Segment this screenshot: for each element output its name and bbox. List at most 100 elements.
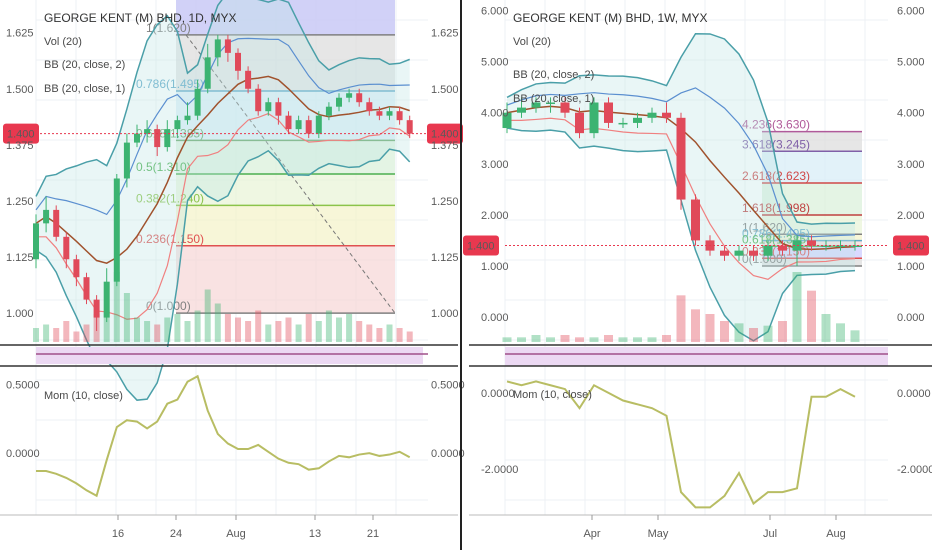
fib-level-label: 0.5(1.310) [136, 160, 191, 174]
price-badge-right [427, 123, 463, 144]
volume-bar [386, 324, 393, 342]
volume-bar [691, 309, 700, 342]
price-badge-left-text: 1.400 [467, 241, 495, 253]
fib-zone [176, 205, 395, 246]
candle-body [93, 299, 100, 318]
y-tick-label-right: 1.625 [431, 28, 459, 40]
candle-body [123, 142, 130, 179]
candle-body [647, 112, 657, 118]
candle-body [103, 281, 110, 318]
volume-bar [376, 328, 383, 342]
bb-inner-upper [35, 37, 410, 216]
candle-body [575, 112, 584, 134]
momentum-label: Mom (10, close) [513, 389, 592, 401]
momentum-label: Mom (10, close) [44, 390, 123, 402]
y-tick-label-right: 1.000 [897, 261, 925, 273]
candle-body [83, 277, 90, 300]
candle-body [531, 102, 541, 108]
candle-body [315, 115, 322, 134]
y-tick-label-left: 6.000 [481, 6, 509, 18]
volume-bar [821, 314, 831, 342]
y-tick-label-right: 3.000 [897, 159, 925, 171]
x-tick-label: Jul [763, 528, 777, 540]
indicator-strip [505, 347, 888, 366]
fib-zone [176, 174, 395, 206]
y-tick-label-left: 1.000 [6, 308, 34, 320]
volume-bar [164, 317, 171, 342]
volume-bar [245, 321, 252, 342]
y-tick-label-left: 5.000 [481, 57, 509, 69]
y-tick-label-left: 2.000 [481, 210, 509, 222]
fib-level-label: 0.236(1.150) [136, 232, 204, 246]
fib-level-label: 1.618(1.998) [742, 201, 810, 215]
candle-body [305, 120, 312, 134]
volume-bar [850, 330, 860, 342]
candle-body [836, 245, 845, 248]
volume-bar [43, 324, 50, 342]
legend-item: Vol (20) [44, 36, 82, 48]
volume-bar [33, 328, 39, 342]
y-tick-label-right: 6.000 [897, 6, 925, 18]
volume-bar [113, 272, 120, 342]
volume-bar [204, 289, 211, 342]
y-tick-label-right: 2.000 [897, 210, 925, 222]
candle-body [807, 240, 816, 246]
candle-body [164, 129, 171, 148]
fib-zone [176, 245, 395, 314]
candle-body [224, 39, 231, 53]
volume-bar [73, 331, 80, 342]
candle-body [255, 88, 262, 112]
y-tick-label-left: 1.000 [481, 261, 509, 273]
candle-body [720, 250, 729, 256]
candle-body [691, 199, 700, 241]
y-tick-label-left: 3.000 [481, 159, 509, 171]
candle-body [589, 102, 599, 134]
y-tick-label-right: 0.000 [897, 312, 925, 324]
candle-body [144, 129, 151, 134]
volume-bar [295, 324, 302, 342]
volume-bar [325, 310, 332, 342]
volume-bar [720, 321, 729, 342]
candle-body [174, 120, 181, 130]
volume-bar [366, 324, 373, 342]
candle-body [356, 93, 363, 103]
x-tick-label: 24 [170, 528, 182, 540]
candle-body [285, 115, 292, 130]
fib-level-label: 4.236(3.630) [742, 118, 810, 132]
volume-bar [265, 324, 272, 342]
candle-body [325, 106, 332, 116]
y-tick-label-right: 4.000 [897, 108, 925, 120]
candle-body [821, 245, 831, 248]
bb-upper-band [506, 32, 856, 225]
candle-body [214, 39, 221, 58]
volume-bar [531, 335, 541, 342]
volume-bar [406, 331, 413, 342]
volume-bar [275, 321, 282, 342]
momentum-tick-left: 0.5000 [6, 379, 40, 391]
momentum-tick-left: 0.0000 [6, 448, 40, 460]
candle-body [275, 102, 282, 116]
momentum-tick-left: 0.0000 [481, 388, 515, 400]
candle-body [376, 111, 383, 116]
price-badge-left [3, 123, 39, 144]
momentum-tick-right: 0.0000 [431, 448, 465, 460]
candle-body [546, 102, 555, 104]
x-tick-label: Aug [226, 528, 246, 540]
momentum-tick-left: -2.0000 [481, 464, 518, 476]
bb-basis [35, 75, 410, 264]
candle-body [336, 97, 342, 107]
fib-zone [176, 140, 395, 174]
momentum-tick-right: 0.5000 [431, 379, 465, 391]
volume-bar [194, 310, 201, 342]
candle-body [194, 88, 201, 116]
volume-bar [144, 321, 151, 342]
candle-body [763, 245, 773, 256]
volume-bar [633, 337, 642, 342]
volume-bar [792, 272, 802, 342]
candle-body [604, 102, 613, 123]
fib-level-label: 0.786(1.495) [136, 77, 204, 91]
candle-body [676, 117, 686, 200]
volume-bar [285, 317, 292, 342]
momentum-tick-right: -2.0000 [897, 464, 932, 476]
